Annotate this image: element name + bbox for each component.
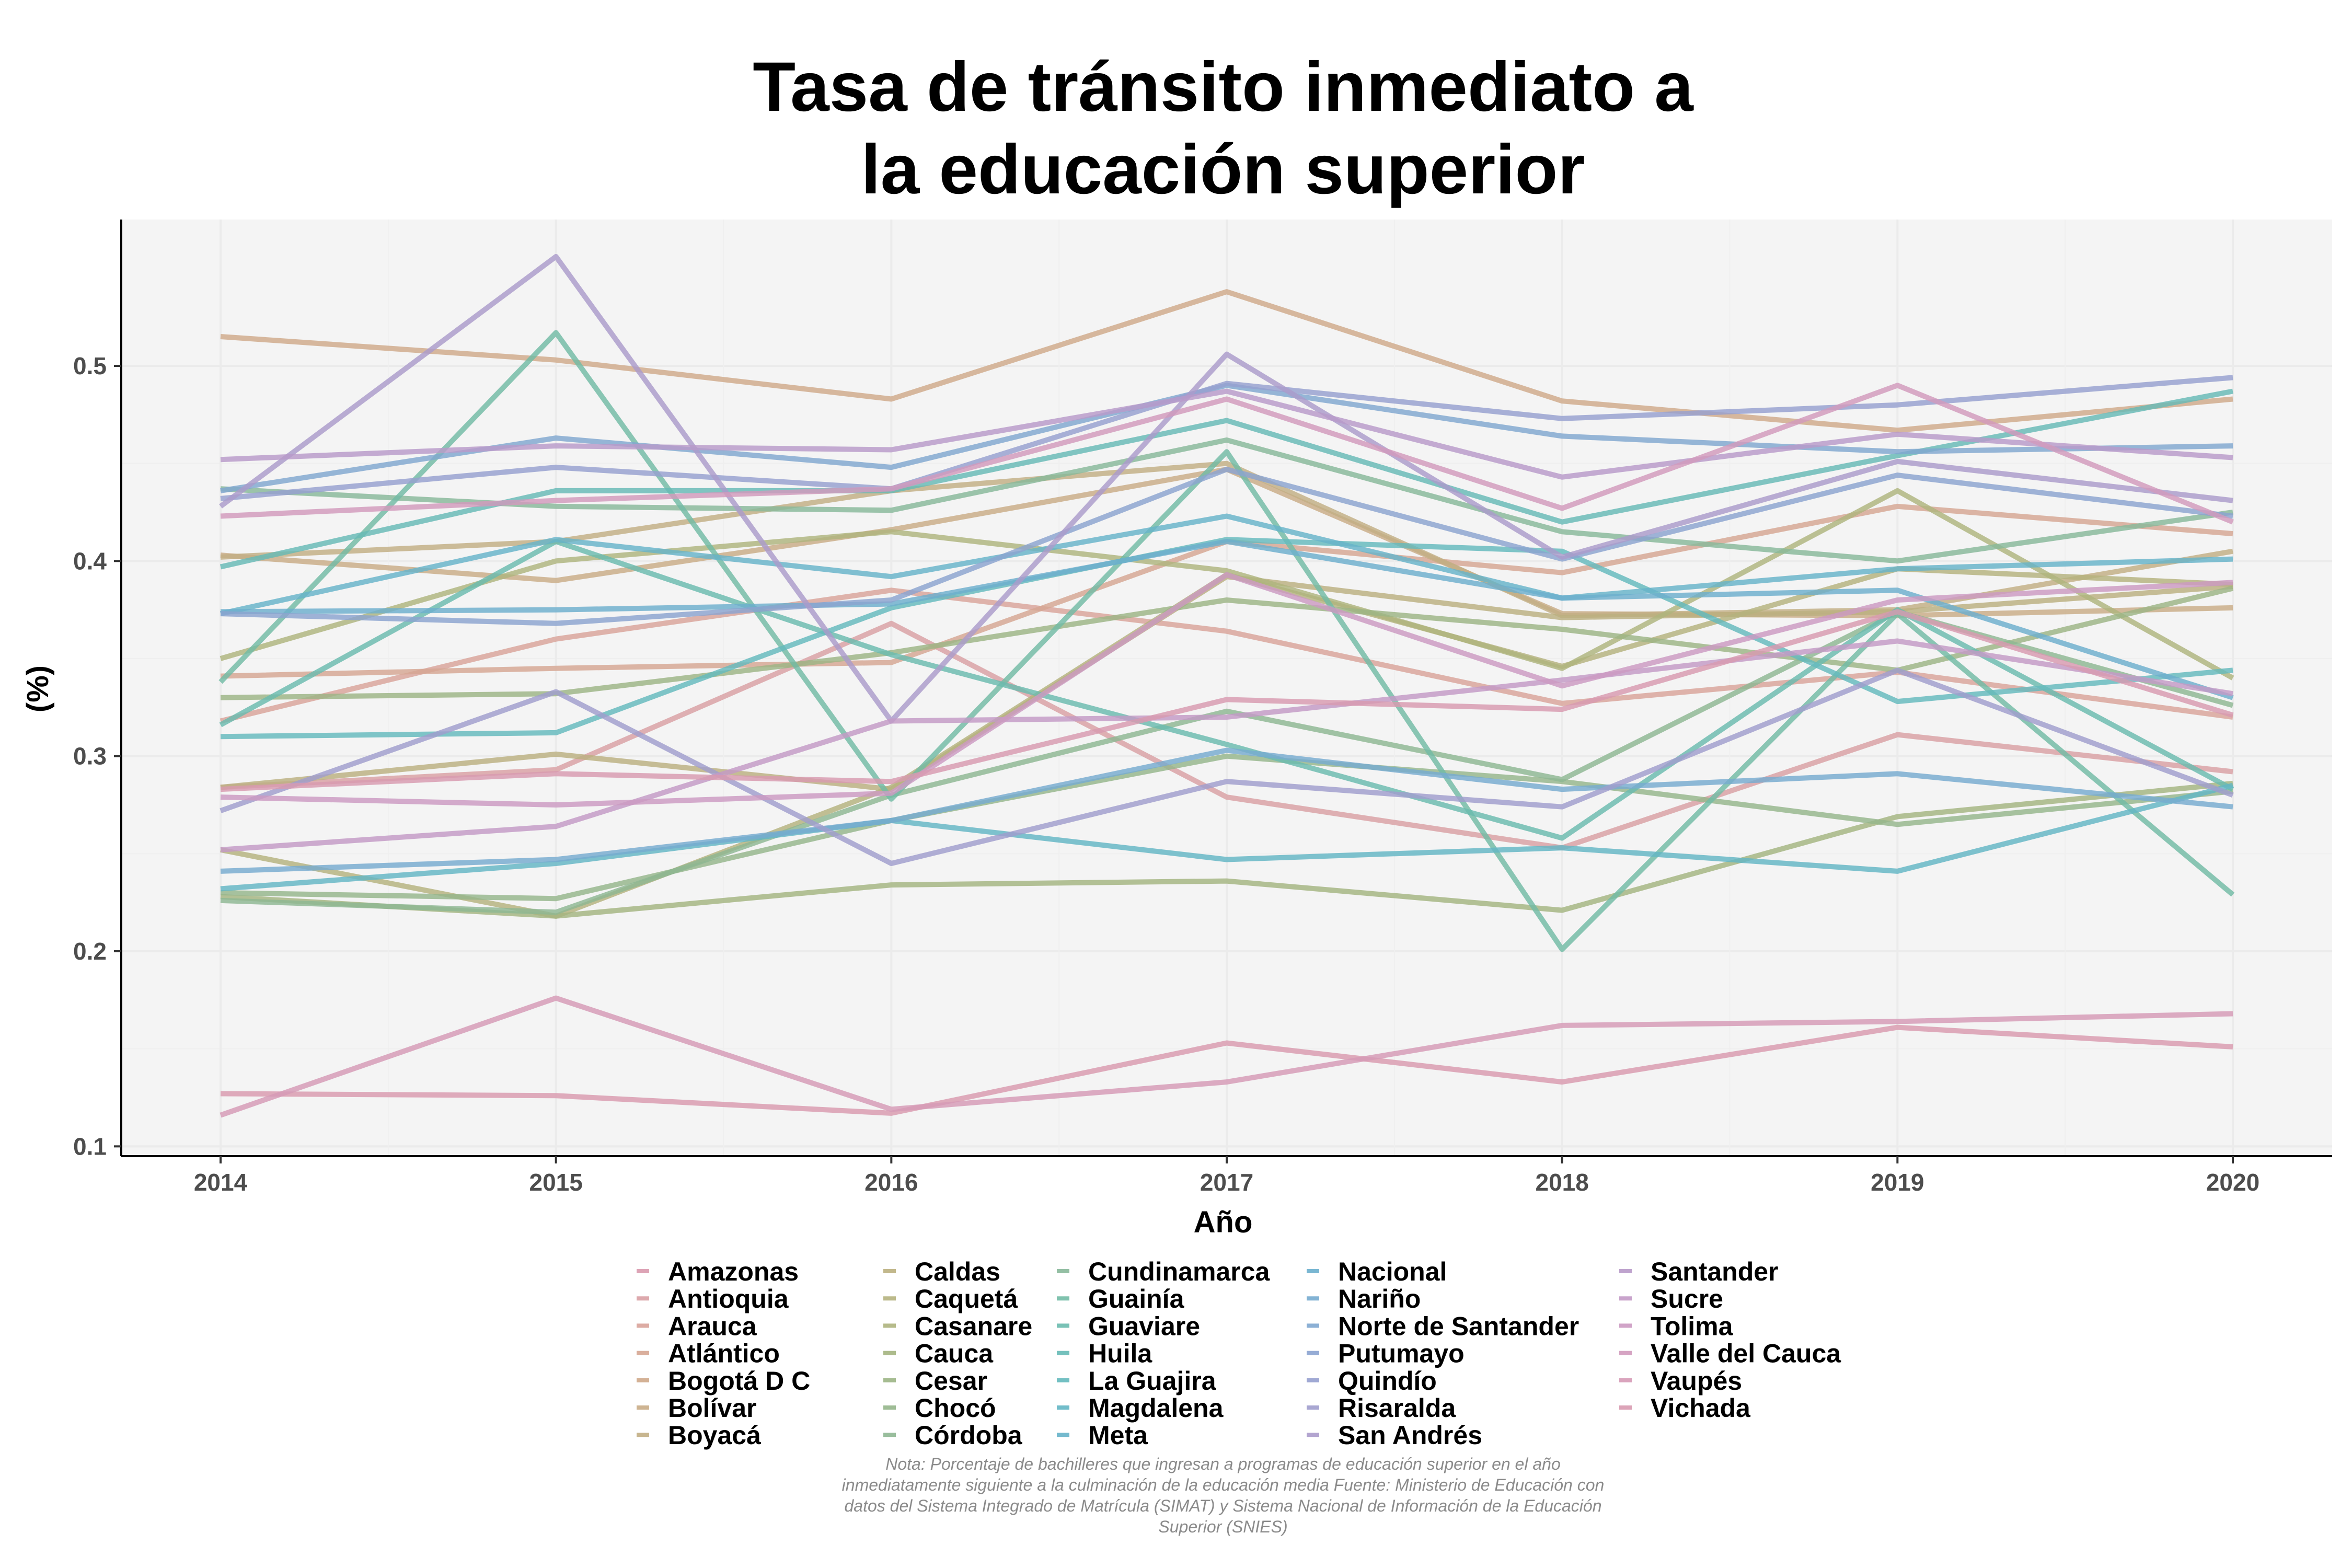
legend-label: Atlántico [668, 1339, 780, 1368]
chart-title-line-1: Tasa de tránsito inmediato a [753, 48, 1694, 126]
legend-label: Antioquia [668, 1284, 789, 1313]
legend-label: Vichada [1651, 1393, 1751, 1423]
y-tick-label: 0.4 [73, 547, 107, 574]
series-line [220, 638, 2233, 852]
legend-label: Guaviare [1088, 1311, 1200, 1341]
legend-label: Caldas [915, 1257, 1000, 1286]
legend-label: Córdoba [915, 1421, 1023, 1450]
legend-label: Valle del Cauca [1651, 1339, 1841, 1368]
y-tick-label: 0.3 [73, 743, 107, 770]
legend-label: Huila [1088, 1339, 1152, 1368]
series-line [220, 780, 2233, 919]
source-note-line: Superior (SNIES) [1158, 1517, 1287, 1536]
x-tick-label: 2014 [194, 1169, 248, 1196]
chart-title-line-2: la educación superior [861, 131, 1585, 209]
series-line [220, 995, 2233, 1118]
legend-label: La Guajira [1088, 1366, 1217, 1396]
legend-label: Tolima [1651, 1311, 1734, 1341]
series-line [219, 253, 2233, 724]
tick-labels: 0.1 0.2 0.3 0.4 0.5 2014 2015 2016 2017 2018 2019 2… [73, 352, 2259, 1196]
legend-label: Quindío [1338, 1366, 1437, 1396]
x-tick-label: 2016 [864, 1169, 918, 1196]
series-line [220, 609, 2234, 792]
legend-label: Guainía [1088, 1284, 1185, 1313]
chart-title: Tasa de tránsito inmediato a la educació… [753, 48, 1694, 209]
series-line [220, 1024, 2233, 1116]
source-note-line: inmediatamente siguiente a la culminació… [842, 1475, 1605, 1494]
legend-label: Meta [1088, 1421, 1148, 1450]
series-line [220, 667, 2234, 866]
legend-label: Magdalena [1088, 1393, 1224, 1423]
x-tick-label: 2015 [529, 1169, 582, 1196]
y-tick-label: 0.5 [73, 352, 107, 379]
source-note-line: Nota: Porcentaje de bachilleres que ingr… [885, 1455, 1560, 1473]
source-note-line: datos del Sistema Integrado de Matrícula… [845, 1496, 1602, 1515]
source-note: Nota: Porcentaje de bachilleres que ingr… [842, 1455, 1605, 1536]
legend-label: Boyacá [668, 1421, 761, 1450]
series-line [220, 383, 2234, 525]
legend-label: Arauca [668, 1311, 757, 1341]
x-axis-title: Año [1194, 1205, 1253, 1239]
legend-label: Norte de Santander [1338, 1311, 1579, 1341]
series-line [220, 620, 2233, 851]
series-line [220, 375, 2233, 501]
axes [114, 220, 2332, 1163]
legend-label: San Andrés [1338, 1421, 1482, 1450]
legend-label: Amazonas [668, 1257, 799, 1286]
y-tick-label: 0.1 [73, 1133, 107, 1160]
legend-label: Risaralda [1338, 1393, 1456, 1423]
series-line [220, 782, 2234, 892]
series-line [220, 289, 2233, 433]
legend-label: Nariño [1338, 1284, 1421, 1313]
legend-label: Sucre [1651, 1284, 1723, 1313]
legend-label: Cesar [915, 1366, 987, 1396]
x-tick-label: 2017 [1200, 1169, 1253, 1196]
series-lines [218, 253, 2235, 1118]
legend-label: Bogotá D C [668, 1366, 810, 1396]
series-line [220, 466, 2233, 626]
legend-label: Cauca [915, 1339, 994, 1368]
series-line [220, 488, 2234, 681]
series-line [220, 388, 2233, 570]
series-line [220, 572, 2233, 808]
legend-label: Casanare [915, 1311, 1032, 1341]
y-axis-title: (%) [21, 665, 55, 712]
legend-label: Santander [1651, 1257, 1779, 1286]
series-line [220, 437, 2233, 564]
legend-label: Vaupés [1651, 1366, 1742, 1396]
legend-label: Bolívar [668, 1393, 757, 1423]
series-line [220, 747, 2233, 874]
x-tick-label: 2020 [2206, 1169, 2259, 1196]
x-tick-label: 2018 [1535, 1169, 1588, 1196]
legend-label: Caquetá [915, 1284, 1018, 1313]
legend-label: Chocó [915, 1393, 996, 1423]
series-line [220, 513, 2233, 616]
legend-label: Putumayo [1338, 1339, 1465, 1368]
grid-lines [121, 220, 2332, 1156]
legend-label: Cundinamarca [1088, 1257, 1271, 1286]
x-tick-label: 2019 [1871, 1169, 1924, 1196]
series-line [220, 753, 2233, 902]
series-line [220, 388, 2233, 480]
series-line [220, 539, 2234, 700]
y-tick-label: 0.2 [73, 938, 107, 965]
legend-label: Nacional [1338, 1257, 1447, 1286]
